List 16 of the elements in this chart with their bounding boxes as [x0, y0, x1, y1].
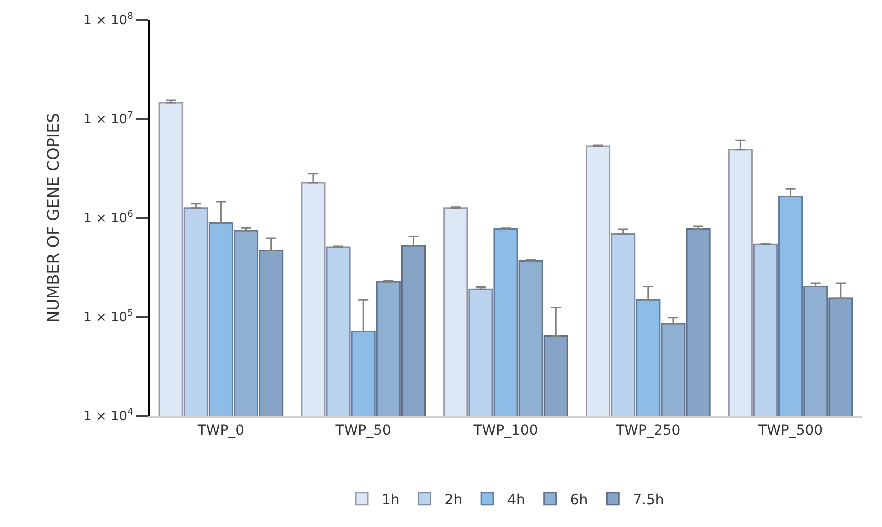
y-tick-label: 1 × 10$^{5}$: [84, 309, 134, 326]
legend-label: 2h: [444, 492, 463, 508]
y-tick-label: 1 × 10$^{8}$: [84, 12, 134, 29]
y-tick-label: 1 × 10$^{4}$: [84, 408, 134, 425]
legend-label: 4h: [508, 492, 526, 508]
legend-label: 1h: [382, 492, 400, 508]
x-tick-label: TWP_0: [196, 422, 245, 439]
legend-label: 6h: [570, 492, 588, 508]
legend-label: 7.5h: [633, 492, 664, 508]
y-axis-title: NUMBER OF GENE COPIES: [44, 113, 64, 323]
x-tick-label: TWP_100: [472, 422, 538, 439]
x-tick-label: TWP_250: [615, 422, 681, 439]
y-tick-label: 1 × 10$^{6}$: [84, 210, 134, 227]
x-tick-label: TWP_50: [334, 422, 392, 439]
x-tick-label: TWP_500: [758, 422, 824, 439]
y-tick-label: 1 × 10$^{7}$: [84, 111, 134, 128]
